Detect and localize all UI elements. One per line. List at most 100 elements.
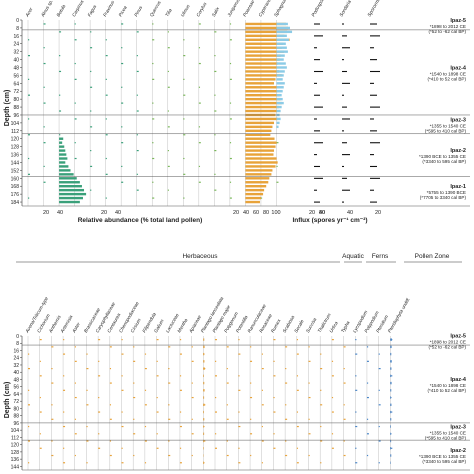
- presence-mark: [214, 173, 216, 175]
- series-bar: [390, 389, 392, 392]
- depth-tick-label: 112: [11, 435, 19, 441]
- taxon-header: Rumex: [270, 318, 282, 334]
- presence-mark: [168, 454, 171, 457]
- presence-mark: [308, 454, 310, 457]
- series-bar: [59, 161, 66, 164]
- presence-mark: [183, 157, 185, 160]
- upper-x-axis-label-relative: Relative abundance (% total land pollen): [78, 217, 203, 224]
- presence-mark: [378, 462, 380, 464]
- series-bar: [245, 38, 290, 41]
- presence-mark: [86, 440, 89, 442]
- presence-mark: [167, 165, 170, 168]
- depth-tick-label: 184: [11, 200, 20, 206]
- presence-mark: [168, 367, 170, 370]
- presence-mark: [133, 396, 136, 399]
- presence-mark: [74, 118, 77, 120]
- taxon-header: Pinus: [133, 4, 143, 17]
- depth-tick-label: 80: [13, 406, 19, 412]
- series-bar: [276, 78, 283, 81]
- series-bar: [276, 117, 281, 121]
- presence-mark: [28, 118, 30, 120]
- taxon-header: Secale: [293, 318, 305, 333]
- presence-mark: [198, 165, 201, 168]
- influx-bar: [314, 177, 323, 179]
- presence-mark: [98, 360, 100, 362]
- series-bar: [276, 90, 283, 93]
- presence-mark: [168, 404, 170, 406]
- influx-bar: [370, 154, 374, 156]
- presence-mark: [308, 382, 310, 384]
- series-bar: [245, 125, 273, 129]
- series-bar: [390, 410, 392, 414]
- influx-bar: [314, 154, 317, 156]
- presence-mark: [355, 411, 357, 413]
- presence-mark: [378, 440, 381, 442]
- presence-mark: [98, 396, 100, 399]
- taxon-header: Aster: [71, 321, 81, 334]
- influx-bar: [314, 142, 323, 144]
- zone-label: Ipaz-1: [450, 184, 466, 190]
- depth-tick-label: 32: [13, 50, 19, 56]
- presence-mark: [43, 62, 46, 65]
- series-bar: [245, 42, 283, 45]
- series-bar: [245, 26, 289, 30]
- presence-mark: [179, 375, 182, 377]
- presence-mark: [43, 102, 46, 104]
- depth-tick-label: 80: [13, 97, 19, 103]
- presence-mark: [86, 462, 88, 464]
- taxon-header: Tilia: [164, 7, 173, 17]
- series-bar: [390, 447, 391, 450]
- presence-mark: [215, 447, 217, 449]
- zone-cal-range: (*595 to 410 cal BP): [425, 436, 467, 441]
- presence-mark: [308, 360, 311, 362]
- presence-mark: [90, 165, 93, 168]
- depth-tick-label: 16: [13, 348, 19, 354]
- depth-tick-label: 120: [11, 443, 20, 449]
- presence-mark: [238, 339, 240, 341]
- taxon-header: Typha: [340, 320, 351, 334]
- presence-mark: [198, 102, 201, 104]
- presence-mark: [238, 353, 241, 355]
- presence-mark: [63, 353, 66, 355]
- presence-mark: [238, 447, 240, 449]
- presence-mark: [296, 375, 299, 377]
- presence-mark: [121, 142, 124, 144]
- presence-mark: [355, 447, 357, 449]
- series-bar: [203, 381, 205, 385]
- presence-mark: [109, 454, 112, 457]
- presence-mark: [39, 411, 42, 413]
- influx-bar: [370, 142, 380, 144]
- series-bar: [245, 145, 276, 148]
- presence-mark: [109, 382, 112, 384]
- series-bar: [245, 97, 281, 101]
- presence-mark: [152, 118, 155, 120]
- series-bar: [245, 46, 282, 49]
- influx-bar: [370, 165, 377, 168]
- presence-mark: [39, 447, 42, 449]
- influx-bar: [342, 177, 347, 179]
- presence-mark: [121, 62, 124, 65]
- presence-mark: [98, 447, 101, 449]
- presence-mark: [121, 165, 123, 168]
- presence-mark: [320, 440, 323, 442]
- zone-cal-range: (*595 to 410 cal BP): [425, 128, 467, 133]
- presence-mark: [226, 440, 228, 442]
- presence-mark: [191, 360, 194, 362]
- series-bar: [245, 121, 275, 125]
- presence-mark: [152, 23, 154, 25]
- series-bar: [276, 66, 287, 69]
- presence-mark: [51, 440, 53, 442]
- presence-mark: [74, 360, 77, 362]
- presence-mark: [214, 134, 216, 136]
- presence-mark: [121, 425, 124, 428]
- series-bar: [245, 153, 274, 156]
- presence-mark: [51, 418, 54, 420]
- series-bar: [276, 86, 284, 89]
- presence-mark: [273, 433, 275, 435]
- presence-mark: [144, 462, 147, 464]
- group-label-aquatic: Aquatic: [342, 253, 364, 260]
- zone-cal-range: (*3340 to 595 cal BP): [422, 459, 466, 464]
- zone-date-range: *1898 to 2012 CE: [430, 24, 466, 29]
- presence-mark: [152, 157, 155, 160]
